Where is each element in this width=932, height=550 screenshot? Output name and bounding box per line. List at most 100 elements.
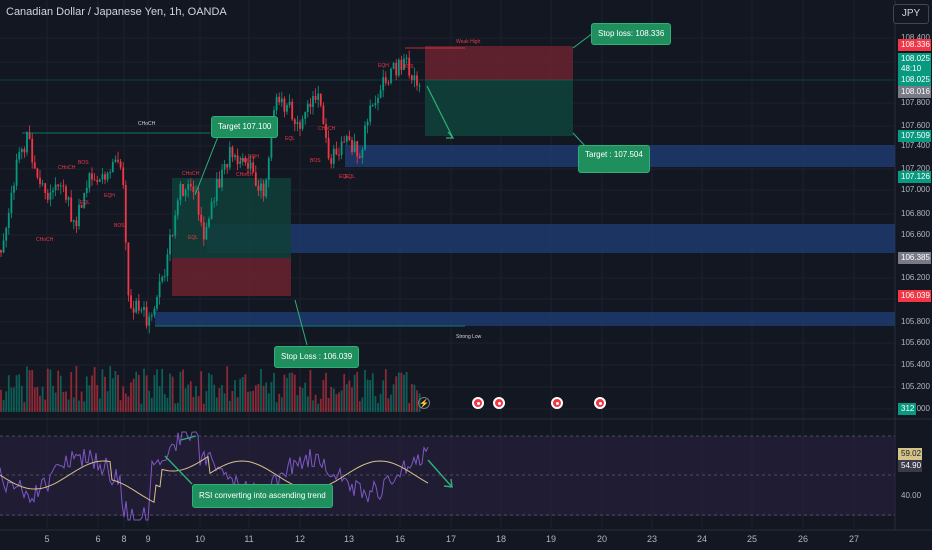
time-axis-label: 24 <box>696 534 708 544</box>
structure-label: BOS <box>310 158 321 164</box>
event-marker-icon[interactable] <box>472 397 484 409</box>
candle-body <box>283 98 286 112</box>
event-marker-icon[interactable] <box>551 397 563 409</box>
candle-body <box>369 105 372 122</box>
volume-bar <box>249 391 252 412</box>
volume-bar <box>184 388 187 412</box>
candle-body <box>91 173 93 180</box>
volume-bar <box>348 380 351 412</box>
volume-bar <box>171 376 174 412</box>
candle-body <box>88 173 91 188</box>
currency-button[interactable]: JPY <box>893 4 929 24</box>
candle-body <box>234 155 236 158</box>
volume-bar <box>205 391 208 412</box>
volume-bar <box>306 396 309 412</box>
volume-bar <box>257 384 260 412</box>
candle-body <box>109 172 112 174</box>
rsi-note-callout[interactable]: RSI converting into ascending trend <box>192 484 333 508</box>
volume-bar <box>101 369 104 412</box>
countdown-tag: 48:10 <box>898 63 931 75</box>
rsi-arrow-head <box>443 478 453 488</box>
volume-bar <box>278 393 281 412</box>
lightning-icon[interactable]: ⚡ <box>418 397 430 409</box>
rsi-band <box>0 436 895 516</box>
volume-bar <box>140 403 143 412</box>
candle-body <box>202 222 205 240</box>
candle-body <box>314 96 317 100</box>
candle-body <box>392 63 395 69</box>
volume-bar <box>62 391 65 412</box>
volume-bar <box>236 397 239 412</box>
volume-bar <box>228 400 231 412</box>
volume-bar <box>340 390 343 412</box>
candle-body <box>62 185 65 187</box>
target-right-callout[interactable]: Target : 107.504 <box>578 145 650 173</box>
price-axis-label: 107.400 <box>901 141 930 150</box>
volume-bar <box>371 373 374 412</box>
volume-bar <box>325 372 327 412</box>
stop-left-callout[interactable]: Stop Loss : 106.039 <box>274 346 360 368</box>
volume-bar <box>335 394 338 412</box>
volume-bar <box>148 390 151 412</box>
volume-bar <box>130 382 132 412</box>
callout-pointer <box>572 132 587 148</box>
volume-bar <box>192 396 195 412</box>
candle-body <box>119 161 122 168</box>
volume-bar <box>387 398 390 412</box>
candle-body <box>101 174 104 180</box>
volume-bar <box>265 382 268 412</box>
structure-label: CHoCH <box>236 172 254 178</box>
candle-body <box>59 185 62 187</box>
event-marker-icon[interactable] <box>493 397 505 409</box>
candle-body <box>161 276 164 282</box>
arrow-head <box>446 131 455 139</box>
volume-bar <box>327 397 330 412</box>
price-tag-current-2: 108.025 <box>898 74 931 86</box>
volume-bar <box>200 371 203 412</box>
volume-bar <box>104 376 106 412</box>
volume-bar <box>382 380 385 412</box>
rsi-value-tag: 59.02 <box>898 448 922 460</box>
volume-bar <box>377 403 379 412</box>
volume-bar <box>267 393 270 412</box>
structure-label: CHoCH <box>58 165 76 171</box>
candle-body <box>13 185 15 193</box>
price-tag-stop: 108.336 <box>898 39 931 51</box>
volume-bar <box>44 399 47 412</box>
callout-pointer <box>194 133 220 196</box>
candle-body <box>408 57 411 76</box>
candle-body <box>356 141 359 157</box>
event-marker-icon[interactable] <box>594 397 606 409</box>
volume-bar <box>127 396 130 412</box>
time-axis-label: 23 <box>646 534 658 544</box>
candle-body <box>387 82 390 84</box>
structure-label: BOS <box>114 223 125 229</box>
volume-bar <box>390 394 392 412</box>
volume-bar <box>57 370 60 412</box>
price-tag-stop-lower: 106.039 <box>898 290 931 302</box>
candle-body <box>345 136 348 142</box>
volume-bar <box>317 403 320 412</box>
volume-bar <box>353 374 356 412</box>
stop-right-callout[interactable]: Stop loss: 108.336 <box>591 23 672 45</box>
candle-body <box>145 307 148 326</box>
target-left-callout[interactable]: Target 107.100 <box>211 116 279 138</box>
structure-label: CHoCH <box>36 237 54 243</box>
candle-body <box>335 148 338 155</box>
candles <box>0 50 421 334</box>
volume-bar <box>215 397 218 412</box>
volume-bar <box>54 392 57 412</box>
volume-tag: 312 <box>898 403 916 415</box>
time-axis-label: 6 <box>95 534 101 544</box>
price-axis-label: 107.000 <box>901 185 930 194</box>
structure-label: EQL <box>80 200 91 206</box>
volume-bar <box>286 377 288 412</box>
time-axis-label: 5 <box>44 534 50 544</box>
strong-low-label: Strong Low <box>456 334 482 340</box>
candle-body <box>278 96 281 103</box>
candle-body <box>410 75 413 81</box>
candle-body <box>358 156 361 158</box>
volume-bar <box>413 384 416 412</box>
volume-bar <box>166 397 169 412</box>
